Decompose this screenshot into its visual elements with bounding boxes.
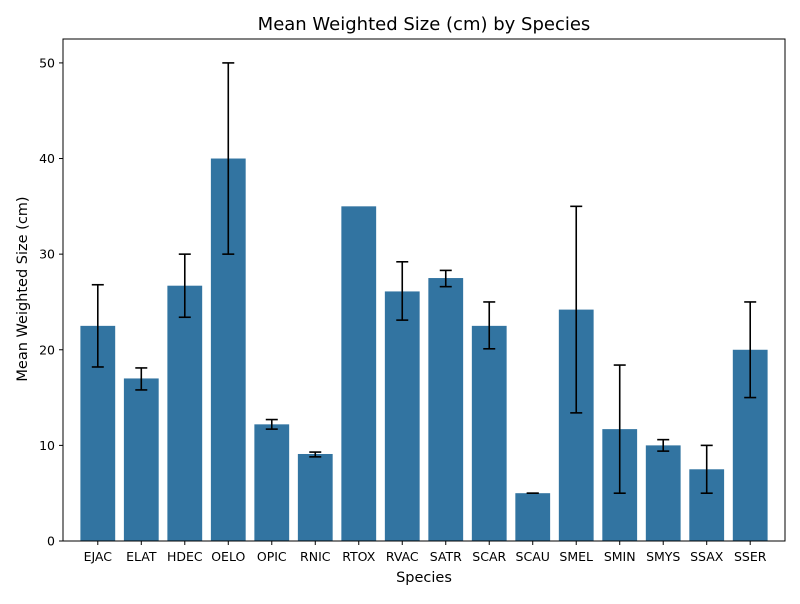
error-bar-rvac xyxy=(396,260,409,321)
x-tick-label: SMIN xyxy=(604,549,636,564)
x-tick-label: OELO xyxy=(211,549,245,564)
y-tick-label: 20 xyxy=(39,342,55,357)
bar-smys xyxy=(645,445,681,541)
error-bars-layer xyxy=(91,62,757,494)
ticks-layer: 0 10 20 30 40 50 EJAC ELAT HDEC OELO OPIC RNIC RTOX R… xyxy=(39,55,767,564)
x-tick-label: SMEL xyxy=(559,549,593,564)
bar-scar xyxy=(471,325,507,541)
x-tick-label: SATR xyxy=(430,549,462,564)
error-bar-satr xyxy=(439,269,452,288)
bar-hdec xyxy=(167,285,203,541)
bar-rvac xyxy=(384,291,420,541)
x-tick-label: SCAU xyxy=(516,549,550,564)
axes-layer xyxy=(62,38,786,542)
x-tick-label: HDEC xyxy=(167,549,203,564)
y-axis-label: Mean Weighted Size (cm) xyxy=(15,196,31,381)
x-tick-label: OPIC xyxy=(257,549,287,564)
error-bar-ejac xyxy=(91,283,104,368)
x-tick-label: SCAR xyxy=(472,549,506,564)
error-bar-ssax xyxy=(700,444,713,494)
bar-rtox xyxy=(341,206,377,542)
x-tick-label: SSER xyxy=(734,549,767,564)
bar-satr xyxy=(428,278,464,541)
bar-elat xyxy=(123,378,159,541)
chart-title: Mean Weighted Size (cm) by Species xyxy=(258,14,591,35)
y-tick-label: 30 xyxy=(39,247,55,262)
x-tick-label: RTOX xyxy=(342,549,375,564)
error-bar-rnic xyxy=(309,451,322,458)
x-tick-label: SSAX xyxy=(690,549,724,564)
bars-layer xyxy=(80,158,768,542)
bar-rnic xyxy=(297,453,333,541)
y-tick-label: 0 xyxy=(47,534,55,549)
error-bar-elat xyxy=(135,367,148,391)
error-bar-smel xyxy=(570,205,583,414)
error-bar-hdec xyxy=(178,253,191,319)
x-axis-label: Species xyxy=(396,570,452,586)
y-tick-label: 50 xyxy=(39,55,55,70)
y-tick-label: 40 xyxy=(39,151,55,166)
plot-frame xyxy=(62,38,786,542)
x-tick-label: EJAC xyxy=(84,549,113,564)
x-tick-label: SMYS xyxy=(646,549,680,564)
error-bar-smin xyxy=(613,364,626,494)
error-bar-oelo xyxy=(222,62,235,255)
error-bar-smys xyxy=(657,438,670,452)
error-bar-scar xyxy=(483,301,496,350)
y-tick-label: 10 xyxy=(39,438,55,453)
bar-scau xyxy=(515,493,551,541)
x-tick-label: RVAC xyxy=(386,549,419,564)
bar-opic xyxy=(254,424,290,541)
error-bar-opic xyxy=(265,418,278,430)
x-tick-label: ELAT xyxy=(126,549,157,564)
error-bar-sser xyxy=(744,301,757,399)
x-tick-label: RNIC xyxy=(300,549,331,564)
